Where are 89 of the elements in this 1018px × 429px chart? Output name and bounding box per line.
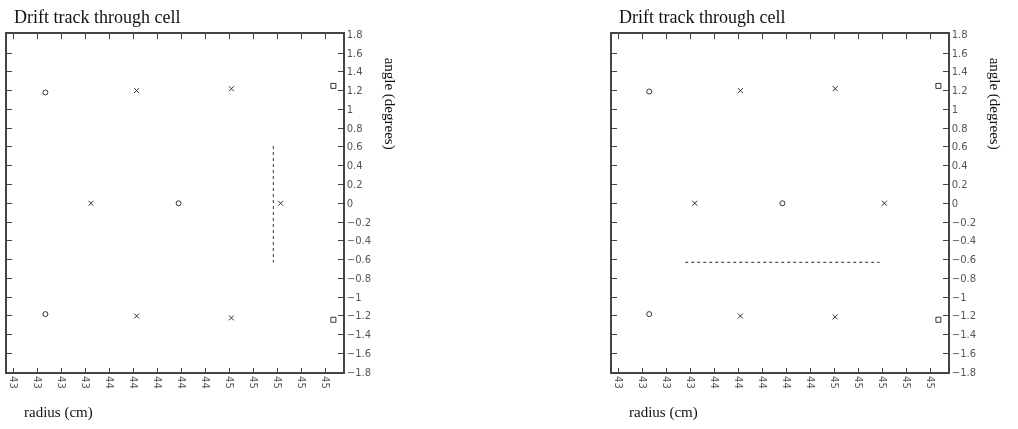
y-tick-label: −0.8: [346, 272, 372, 284]
x-axis-title: radius (cm): [24, 404, 93, 421]
y-axis-title: angle (degrees): [985, 57, 1003, 150]
y-tick-label: 0.6: [951, 141, 968, 153]
x-tick-label: 43: [684, 376, 696, 389]
x-tick-label: 44: [151, 376, 163, 389]
x-tick-label: 43: [55, 376, 67, 389]
y-tick-label: −0.6: [346, 254, 372, 266]
point: [330, 82, 337, 89]
x-tick-label: 45: [900, 376, 912, 389]
y-axis-title: angle (degrees): [380, 57, 398, 150]
y-tick-label: 0.2: [346, 179, 363, 190]
y-tick-label: 0: [951, 197, 959, 209]
y-tick-label: −1.4: [951, 329, 977, 341]
y-tick-label: 0.8: [951, 122, 968, 134]
x-tick-label: 44: [199, 376, 211, 389]
y-tick-label: −1.2: [951, 310, 977, 322]
point: [330, 316, 337, 323]
x-tick-label: 44: [127, 376, 139, 389]
y-tick-label: −1: [951, 291, 967, 303]
point: [935, 316, 942, 323]
y-tick-label: 1: [346, 103, 354, 115]
y-tick-label: 0.8: [346, 122, 363, 134]
x-tick-label: 43: [636, 376, 648, 389]
y-tick-label: −1.6: [346, 348, 372, 360]
y-tick-label: 1.8: [951, 28, 968, 40]
x-tick-label: 44: [804, 376, 816, 389]
x-tick-label: 44: [708, 376, 720, 389]
x-tick-label: 45: [271, 376, 283, 389]
y-tick-label: 1.4: [951, 66, 968, 78]
x-tick-label: 43: [660, 376, 672, 389]
y-tick-label: 1.6: [346, 47, 363, 59]
x-tick-label: 45: [223, 376, 235, 389]
y-tick-label: −1.6: [951, 348, 977, 360]
y-tick-label: 1: [951, 103, 959, 115]
x-tick-label: 45: [876, 376, 888, 389]
y-tick-label: −0.4: [346, 235, 372, 247]
x-tick-label: 44: [103, 376, 115, 389]
x-tick-label: 45: [828, 376, 840, 389]
point: [737, 312, 744, 319]
chart-title: Drift track through cell: [619, 7, 786, 27]
point: [935, 82, 942, 89]
x-tick-label: 44: [175, 376, 187, 389]
x-tick-label: 44: [732, 376, 744, 389]
point: [228, 314, 235, 321]
point: [646, 88, 653, 95]
x-tick-label: 43: [612, 376, 624, 389]
y-tick-label: −1.8: [951, 366, 977, 378]
y-tick-label: 1.2: [951, 85, 968, 97]
y-tick-label: −1.4: [346, 329, 372, 341]
point: [175, 200, 182, 207]
y-tick-label: 1.2: [346, 85, 363, 97]
x-tick-label: 45: [247, 376, 259, 389]
y-tick-label: −1.2: [346, 310, 372, 322]
x-tick-label: 44: [780, 376, 792, 389]
y-tick-label: −0.2: [951, 216, 977, 228]
point: [42, 311, 49, 318]
y-tick-label: 0.2: [951, 179, 968, 190]
point: [133, 312, 140, 319]
y-tick-label: 0.4: [951, 160, 968, 172]
point: [88, 200, 94, 207]
y-tick-label: −1.8: [346, 366, 372, 378]
x-tick-label: 44: [756, 376, 768, 389]
y-tick-label: 1.6: [951, 47, 968, 59]
y-tick-label: −0.2: [346, 216, 372, 228]
x-tick-label: 45: [319, 376, 331, 389]
y-tick-label: −0.6: [951, 254, 977, 266]
chart-title: Drift track through cell: [14, 7, 181, 27]
y-tick-label: 0.4: [346, 160, 363, 172]
point: [646, 311, 653, 318]
x-tick-label: 43: [31, 376, 43, 389]
y-tick-label: −1: [346, 291, 362, 303]
point: [779, 200, 786, 207]
x-tick-label: 45: [924, 376, 936, 389]
point: [277, 200, 284, 207]
point: [881, 200, 888, 207]
y-tick-label: 0: [346, 197, 354, 209]
y-tick-label: 1.8: [346, 28, 363, 40]
y-tick-label: −0.4: [951, 235, 977, 247]
y-tick-label: −0.8: [951, 272, 977, 284]
point: [42, 89, 49, 96]
x-tick-label: 43: [7, 376, 19, 389]
point: [832, 313, 839, 320]
x-axis-title: radius (cm): [629, 404, 698, 421]
x-tick-label: 45: [295, 376, 307, 389]
x-tick-label: 45: [852, 376, 864, 389]
x-tick-label: 43: [79, 376, 91, 389]
y-tick-label: 0.6: [346, 141, 363, 153]
y-tick-label: 1.4: [346, 66, 363, 78]
